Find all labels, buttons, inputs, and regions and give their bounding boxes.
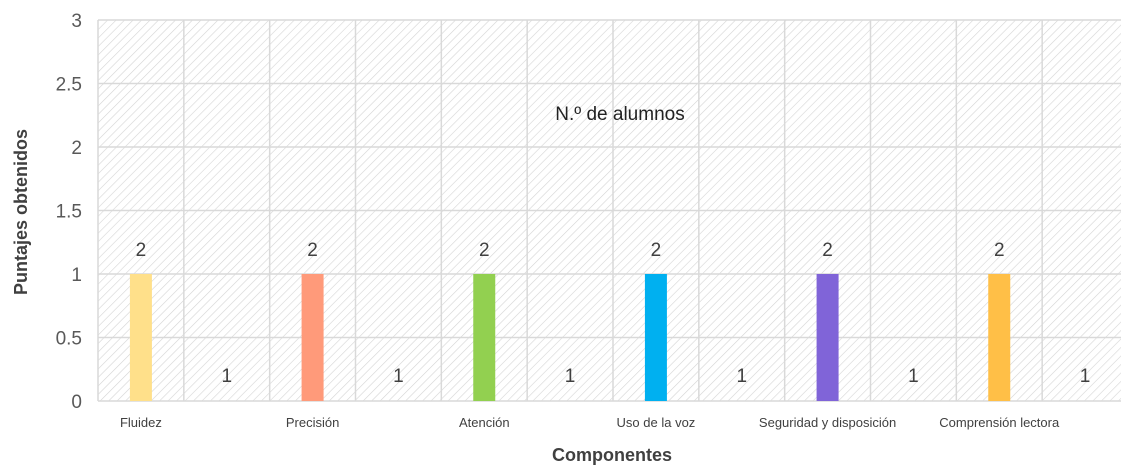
bars: [129, 274, 1011, 401]
data-label: 1: [1080, 366, 1091, 387]
y-tick-label: 2.5: [56, 75, 82, 96]
bar: [473, 274, 496, 401]
data-label: 2: [479, 240, 490, 261]
x-tick-label: Fluidez: [120, 415, 162, 430]
y-tick-label: 0.5: [56, 329, 82, 350]
data-label: 1: [736, 366, 747, 387]
data-label: 2: [994, 240, 1005, 261]
bar: [988, 274, 1011, 401]
data-label: 1: [221, 366, 232, 387]
bar: [301, 274, 324, 401]
y-tick-label: 0: [71, 392, 82, 413]
x-axis-title: Componentes: [552, 445, 672, 465]
bar: [816, 274, 839, 401]
y-axis-title: Puntajes obtenidos: [11, 129, 31, 295]
bar: [129, 274, 152, 401]
data-label: 2: [822, 240, 833, 261]
y-tick-label: 1: [71, 265, 82, 286]
x-tick-label: Precisión: [286, 415, 339, 430]
data-label: 2: [307, 240, 318, 261]
x-tick-label: Uso de la voz: [617, 415, 696, 430]
y-tick-label: 1.5: [56, 202, 82, 223]
y-tick-label: 3: [71, 11, 82, 32]
data-label: 2: [136, 240, 147, 261]
bar: [644, 274, 667, 401]
gridlines: [97, 19, 1121, 402]
x-axis-ticks: Fluidez Precisión Atención Uso de la voz Seg…: [120, 415, 1060, 430]
data-label: 1: [393, 366, 404, 387]
x-tick-label: Seguridad y disposición: [759, 415, 896, 430]
x-tick-label: Comprensión lectora: [939, 415, 1060, 430]
data-label: 1: [908, 366, 919, 387]
y-axis-ticks: 0 0.5 1 1.5 2 2.5 3: [56, 11, 82, 413]
data-label: 1: [565, 366, 576, 387]
y-tick-label: 2: [71, 138, 82, 159]
data-label: 2: [651, 240, 662, 261]
data-labels: 2 1 2 1 2 1 2 1 2 1 2 1: [136, 240, 1091, 387]
chart-title: N.º de alumnos: [555, 104, 684, 125]
x-tick-label: Atención: [459, 415, 510, 430]
